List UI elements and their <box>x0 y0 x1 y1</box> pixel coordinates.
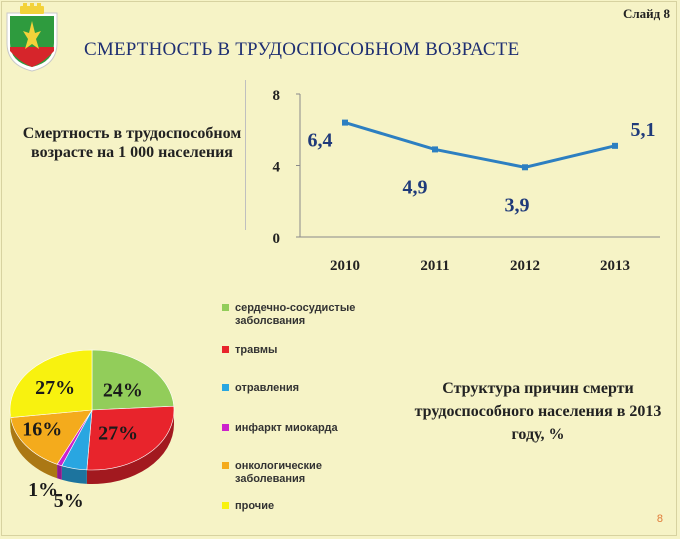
data-point <box>522 164 528 171</box>
x-tick-label: 2010 <box>330 258 360 274</box>
data-label: 5,1 <box>631 119 656 141</box>
data-label: 3,9 <box>505 194 530 216</box>
x-tick-label: 2013 <box>600 258 630 274</box>
page-title: СМЕРТНОСТЬ В ТРУДОСПОСОБНОМ ВОЗРАСТЕ <box>84 39 520 60</box>
data-point <box>342 119 348 126</box>
pie-label: 16% <box>22 418 62 440</box>
series-line <box>344 121 616 169</box>
legend-label: прочие <box>235 500 275 512</box>
y-tick-label: 4 <box>273 160 281 176</box>
legend-label: отравления <box>235 382 300 394</box>
legend-label: сердечно-сосудистые заболсвания <box>235 302 356 327</box>
pie-label: 5% <box>54 490 84 512</box>
y-tick-label: 0 <box>273 231 281 247</box>
data-label: 4,9 <box>403 176 428 198</box>
pie-label: 27% <box>98 422 138 444</box>
pie-slice-side <box>10 417 58 479</box>
data-point <box>612 142 618 149</box>
pie-chart: 24% 27% 5%1% 16% 27% <box>9 349 175 512</box>
x-tick-label: 2011 <box>420 258 449 274</box>
line-chart-caption: Смертность в трудоспособном возрасте на … <box>22 125 242 161</box>
pie-chart-caption: Структура причин смерти трудоспособного … <box>414 380 662 443</box>
legend-label: травмы <box>235 344 278 356</box>
pie-slice-side <box>57 464 62 480</box>
pie-label: 27% <box>35 377 75 399</box>
legend-swatch <box>222 462 229 469</box>
data-label: 6,4 <box>308 130 333 152</box>
data-point <box>432 146 438 153</box>
line-chart: 8 4 0 2010 2011 2012 2013 6,4 4,9 3,9 5,1 <box>273 88 660 274</box>
pie-label: 24% <box>103 379 143 401</box>
legend-swatch <box>222 304 229 311</box>
y-tick-label: 8 <box>273 88 281 104</box>
x-tick-label: 2012 <box>510 258 540 274</box>
page-number: 8 <box>656 513 663 525</box>
legend-swatch <box>222 424 229 431</box>
pie-label: 1% <box>28 479 58 501</box>
pie-slice <box>10 409 93 465</box>
pie-slice <box>91 349 175 411</box>
legend-swatch <box>222 384 229 391</box>
slide-number: Слайд 8 <box>623 6 670 21</box>
divider <box>245 80 246 230</box>
pie-slice-side <box>61 465 87 484</box>
legend-label: онкологические заболевания <box>235 460 322 485</box>
legend-swatch <box>222 502 229 509</box>
coat-of-arms-icon <box>6 3 58 72</box>
pie-slice <box>9 349 93 418</box>
legend-label: инфаркт миокарда <box>235 422 338 434</box>
pie-slice <box>86 405 175 471</box>
legend-swatch <box>222 346 229 353</box>
